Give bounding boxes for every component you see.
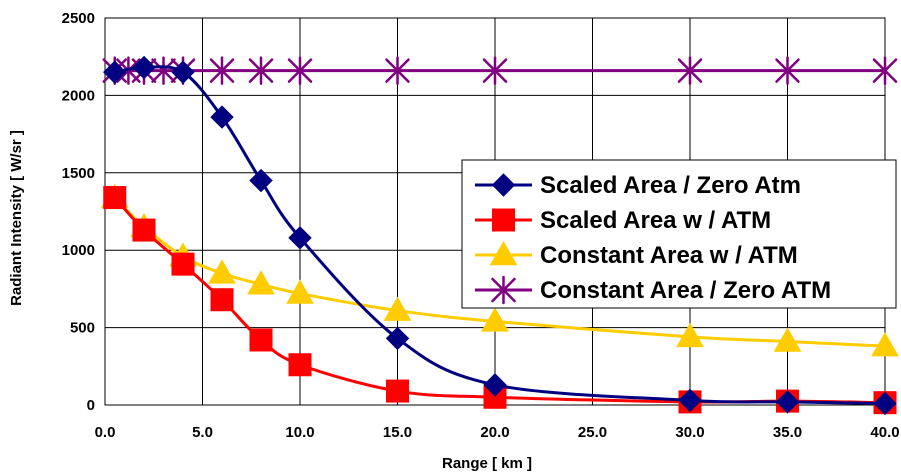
legend-label: Constant Area / Zero ATM: [540, 277, 831, 304]
data-point: [171, 252, 195, 276]
legend-label: Scaled Area / Zero Atm: [540, 172, 801, 199]
data-point: [483, 373, 507, 397]
data-point: [288, 226, 312, 250]
data-point: [132, 218, 156, 242]
data-point: [287, 56, 313, 85]
legend-box: [461, 159, 897, 309]
data-point: [286, 279, 314, 304]
data-point: [151, 56, 176, 85]
data-point: [481, 307, 509, 332]
data-point: [171, 60, 195, 84]
x-axis-title: Range [ km ]: [442, 455, 532, 472]
data-point: [132, 55, 156, 80]
data-point: [677, 56, 703, 85]
legend-marker: [491, 173, 516, 197]
data-point: [385, 56, 410, 85]
x-tick-label: 30.0: [675, 424, 704, 441]
data-point: [209, 56, 235, 85]
data-point: [871, 332, 899, 357]
y-tick-label: 1500: [62, 165, 95, 182]
data-point: [873, 391, 897, 416]
legend-label: Scaled Area w / ATM: [540, 207, 771, 234]
legend: Scaled Area / Zero Atm Scaled Area w / AT…: [461, 159, 897, 309]
y-tick-label: 1000: [62, 242, 95, 259]
x-tick-label: 15.0: [383, 424, 412, 441]
y-tick-label: 2000: [62, 87, 95, 104]
series-layer: [100, 55, 899, 416]
data-point: [208, 259, 236, 284]
y-axis-title: Radiant Intensity [ W/sr ]: [8, 130, 25, 306]
data-point: [676, 322, 704, 348]
legend-marker: [489, 240, 518, 266]
y-axis-ticks: 0 500 1000 1500 2000 2500: [62, 10, 95, 414]
x-tick-label: 20.0: [480, 424, 509, 441]
data-point: [872, 56, 898, 85]
data-point: [288, 353, 312, 377]
data-point: [103, 60, 127, 84]
data-point: [773, 327, 802, 352]
data-point: [247, 270, 275, 295]
data-point: [386, 379, 409, 403]
x-tick-label: 10.0: [285, 424, 314, 441]
data-point: [482, 56, 508, 85]
data-point: [210, 288, 234, 312]
legend-item-4: Constant Area / Zero ATM: [475, 275, 831, 305]
x-tick-label: 5.0: [192, 424, 213, 441]
data-point: [678, 388, 702, 413]
data-point: [249, 168, 273, 193]
series-1: [103, 55, 897, 416]
legend-item-2: Scaled Area w / ATM: [475, 207, 771, 234]
legend-item-3: Constant Area w / ATM: [475, 240, 798, 269]
x-tick-label: 35.0: [773, 424, 802, 441]
data-point: [775, 390, 800, 414]
legend-marker: [491, 275, 516, 305]
data-point: [385, 326, 410, 351]
x-tick-label: 0.0: [95, 424, 116, 441]
y-tick-label: 500: [70, 320, 95, 337]
x-tick-label: 40.0: [870, 424, 899, 441]
data-point: [248, 56, 274, 85]
data-point: [249, 328, 273, 352]
data-point: [103, 186, 127, 210]
legend-label: Constant Area w / ATM: [540, 242, 798, 269]
y-tick-label: 0: [87, 397, 95, 414]
x-axis-ticks: 0.0 5.0 10.0 15.0 20.0 25.0 30.0 35.0 40.0: [95, 424, 900, 441]
data-point: [775, 56, 800, 85]
data-point: [210, 105, 234, 129]
x-tick-label: 25.0: [578, 424, 607, 441]
legend-marker: [492, 208, 515, 232]
y-tick-label: 2500: [62, 10, 95, 27]
legend-item-1: Scaled Area / Zero Atm: [475, 172, 801, 199]
data-point: [383, 296, 412, 321]
